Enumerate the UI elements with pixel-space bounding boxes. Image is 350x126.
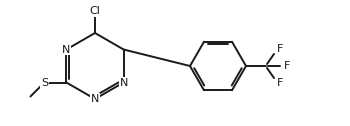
Text: N: N (119, 77, 128, 87)
Text: Cl: Cl (90, 6, 100, 16)
Text: F: F (284, 61, 290, 71)
Text: S: S (41, 77, 48, 87)
Text: N: N (91, 94, 99, 104)
Text: F: F (277, 44, 283, 54)
Text: F: F (277, 78, 283, 88)
Text: N: N (62, 44, 71, 55)
